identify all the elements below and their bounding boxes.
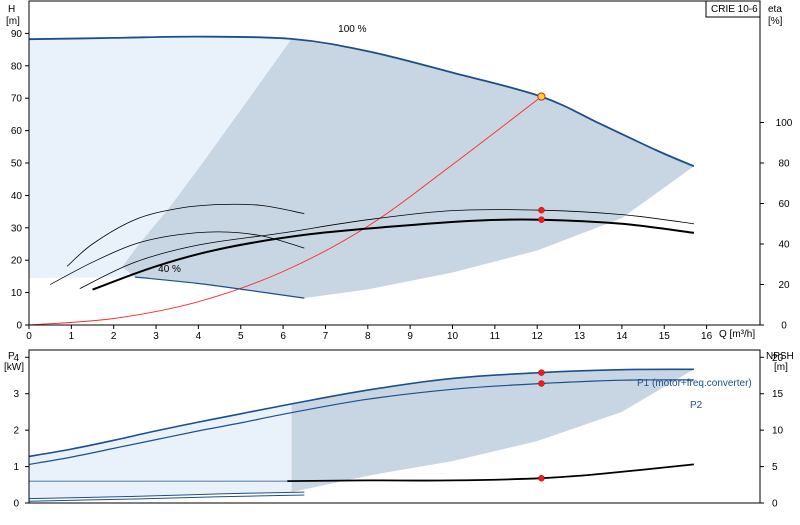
head-duty-point <box>537 92 546 101</box>
head-tick-label: 0 <box>16 321 22 332</box>
npsh-duty-point <box>538 474 545 482</box>
power-envelope-dark <box>291 369 694 493</box>
performance-axes: 0 1 2 3 4 5 6 7 8 9 10 11 12 13 14 15 160102030405060708… <box>11 29 793 342</box>
npsh-axis-label-line2: [m] <box>774 362 788 373</box>
efficiency-curve <box>66 203 305 267</box>
eta-tick-label: 60 <box>778 199 790 210</box>
p-curve-40 <box>28 491 305 500</box>
head-tick-label: 30 <box>11 223 23 234</box>
x-tick-label: 6 <box>280 331 286 342</box>
head-curve-40 <box>134 276 305 299</box>
x-tick-label: 4 <box>196 331 202 342</box>
efficiency-curve <box>79 209 694 289</box>
efficiency-duty-point <box>538 206 545 214</box>
x-tick-label: 0 <box>26 331 32 342</box>
head-tick-label: 10 <box>11 288 23 299</box>
power-duty-point <box>538 380 545 387</box>
x-tick-label: 5 <box>238 331 244 342</box>
npsh-axis-label-line1: NPSH <box>766 351 794 362</box>
x-tick-label: 1 <box>69 331 75 342</box>
x-tick-label: 12 <box>532 331 544 342</box>
npsh-tick-label: 20 <box>772 353 784 364</box>
power-tick-label: 4 <box>13 353 19 364</box>
head-tick-label: 80 <box>11 61 23 72</box>
p2-curve <box>28 379 694 465</box>
performance-envelope <box>29 36 694 299</box>
pump-model-box <box>705 0 761 18</box>
x-tick-label: 3 <box>153 331 159 342</box>
head-tick-label: 90 <box>11 29 23 40</box>
head-tick-label: 70 <box>11 94 23 105</box>
x-tick-label: 9 <box>407 331 413 342</box>
p1-curve <box>28 368 694 458</box>
speed-annotation: 40 % <box>158 264 181 275</box>
power-envelope <box>29 369 694 499</box>
x-tick-label: 13 <box>574 331 586 342</box>
power-tick-label: 2 <box>13 426 19 437</box>
head-axis-label-line1: H <box>8 4 15 15</box>
x-tick-label: 16 <box>701 331 713 342</box>
npsh-tick-label: 5 <box>772 462 778 473</box>
head-tick-label: 50 <box>11 159 23 170</box>
eta-tick-label: 80 <box>778 159 790 170</box>
npsh-tick-label: 0 <box>772 499 778 510</box>
efficiency-curve-bold <box>92 218 695 291</box>
power-tick-label: 3 <box>13 389 19 400</box>
p2-series-label: P2 <box>690 400 703 411</box>
p-curve-40 <box>28 494 305 502</box>
npsh-tick-label: 15 <box>772 389 784 400</box>
x-axis-label: Q [m³/h] <box>719 329 755 340</box>
eta-tick-label: 40 <box>778 240 790 251</box>
x-tick-label: 14 <box>616 331 628 342</box>
head-tick-label: 20 <box>11 256 23 267</box>
power-axis-label-line2: [kW] <box>4 362 24 373</box>
eta-tick-label: 20 <box>778 280 790 291</box>
x-tick-label: 11 <box>490 331 501 342</box>
x-tick-label: 15 <box>659 331 671 342</box>
p1-series-label: P1 (motor+freq.converter) <box>637 378 752 389</box>
x-tick-label: 7 <box>323 331 329 342</box>
npsh-tick-label: 10 <box>772 426 784 437</box>
head-tick-label: 40 <box>11 191 23 202</box>
power-axes: 0 1 2 3 4 0 5 10 15 20 <box>13 353 783 510</box>
power-envelope-light <box>29 403 292 499</box>
x-tick-label: 2 <box>111 331 117 342</box>
x-tick-label: 8 <box>365 331 371 342</box>
power-tick-label: 1 <box>13 462 19 473</box>
power-frame <box>28 349 761 504</box>
performance-chart: 100 %40 % 0 1 2 3 4 5 6 7 8 9 10 11 12 13 14 15 16010203… <box>6 0 793 342</box>
power-axis-label-line1: P <box>8 351 15 362</box>
head-curve-100 <box>28 35 695 168</box>
eta-axis-label-line1: eta <box>768 4 782 15</box>
x-tick-label: 10 <box>447 331 459 342</box>
eta-tick-label: 100 <box>776 118 793 129</box>
power-npsh-chart: 0 1 2 3 4 0 5 10 15 20 P [kW] NPSH [m] P1 (motor+… <box>4 349 794 510</box>
npsh-curve <box>287 463 694 482</box>
envelope-dark-region <box>122 38 694 299</box>
power-curves <box>28 368 694 502</box>
power-duty-point <box>538 369 545 376</box>
power-tick-label: 0 <box>13 499 19 510</box>
speed-annotation: 100 % <box>338 24 366 35</box>
system-curve <box>28 96 542 326</box>
eta-tick-label: 0 <box>781 321 787 332</box>
head-axis-label-line2: [m] <box>6 16 20 27</box>
pump-model-label: CRIE 10-6 <box>711 4 758 15</box>
efficiency-duty-point <box>538 216 545 223</box>
performance-curves: 100 % 40 % <box>28 24 695 326</box>
head-tick-label: 60 <box>11 126 23 137</box>
eta-axis-label-line2: [%] <box>768 16 783 27</box>
